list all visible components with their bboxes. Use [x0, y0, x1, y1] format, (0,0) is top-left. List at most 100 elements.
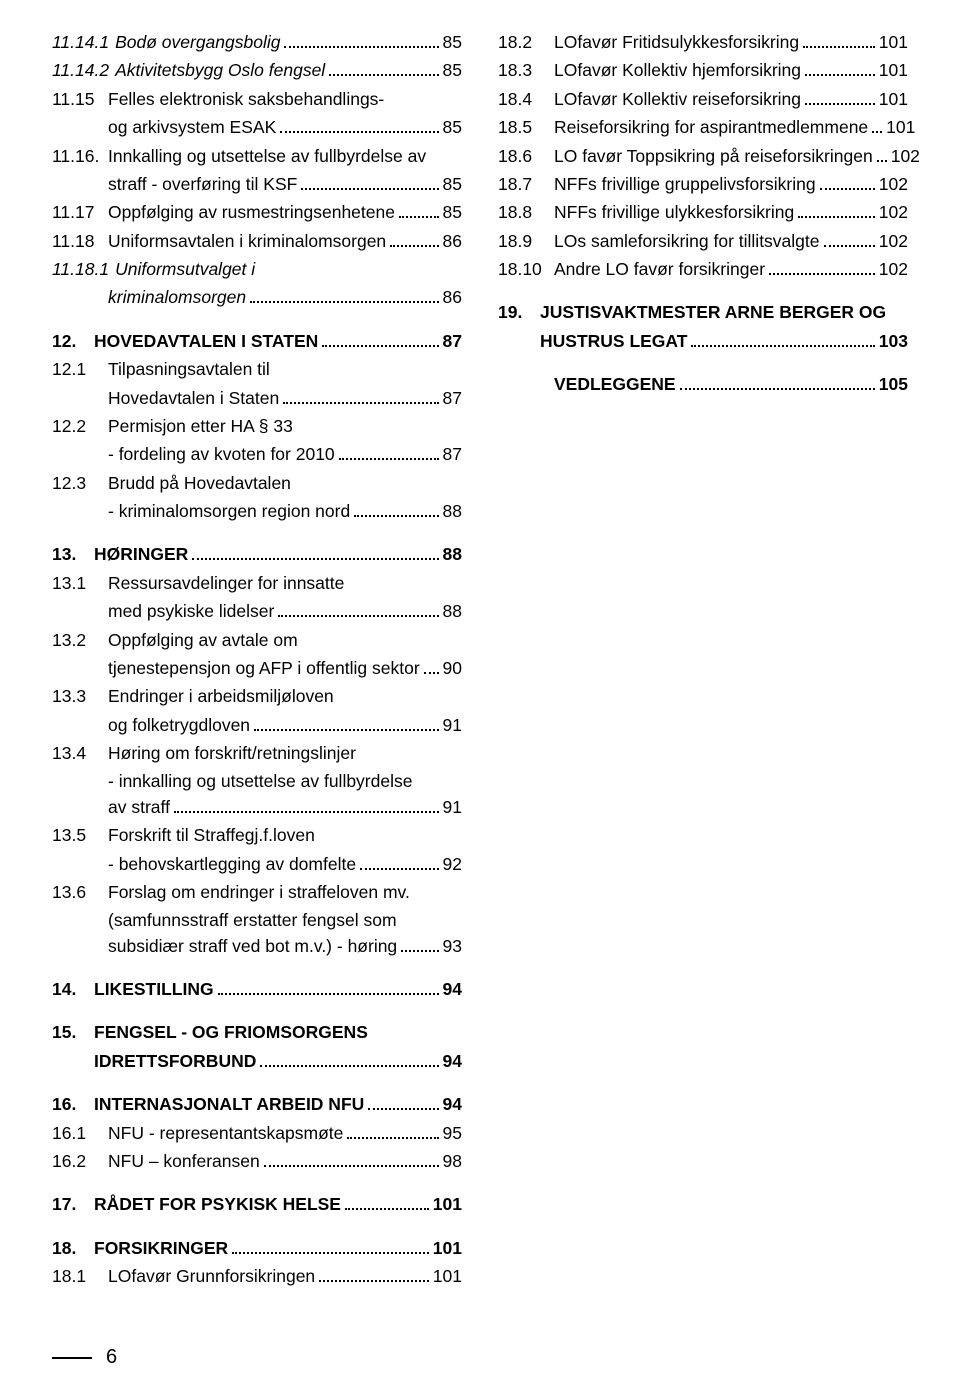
- toc-page-ref: 85: [443, 58, 462, 83]
- toc-page-ref: 94: [443, 977, 462, 1002]
- toc-page-ref: 88: [443, 542, 462, 567]
- toc-label: Uniformsavtalen i kriminalomsorgen: [108, 229, 386, 254]
- toc-leader-dots: [218, 979, 439, 995]
- toc-label: NFU - representantskapsmøte: [108, 1121, 343, 1146]
- toc-entry: 18.8NFFs frivillige ulykkesforsikring102: [498, 200, 908, 225]
- toc-leader-dots: [390, 231, 438, 247]
- toc-number: 15.: [52, 1020, 94, 1045]
- toc-page-ref: 85: [443, 115, 462, 140]
- toc-label: Permisjon etter HA § 33: [108, 414, 293, 439]
- toc-page-ref: 101: [886, 115, 915, 140]
- toc-number: 18.3: [498, 58, 554, 83]
- toc-leader-dots: [798, 203, 875, 219]
- toc-entry: 18.10Andre LO favør forsikringer102: [498, 257, 908, 282]
- toc-label: Forskrift til Straffegj.f.loven: [108, 823, 315, 848]
- toc-leader-dots: [260, 1051, 438, 1067]
- toc-leader-dots: [820, 174, 875, 190]
- toc-page-ref: 105: [879, 372, 908, 397]
- toc-number: 18.5: [498, 115, 554, 140]
- toc-entry: 12.1Tilpasningsavtalen til: [52, 357, 462, 382]
- toc-page-ref: 102: [891, 144, 920, 169]
- toc-label: LOfavør Kollektiv hjemforsikring: [554, 58, 801, 83]
- toc-number: 14.: [52, 977, 94, 1002]
- toc-leader-dots: [824, 231, 875, 247]
- toc-leader-dots: [347, 1123, 438, 1139]
- toc-entry-cont-final: og arkivsystem ESAK85: [52, 115, 462, 140]
- toc-label: LOfavør Kollektiv reiseforsikring: [554, 87, 801, 112]
- toc-label: JUSTISVAKTMESTER ARNE BERGER OG: [540, 300, 886, 325]
- toc-number: 16.2: [52, 1149, 108, 1174]
- toc-label: LOfavør Grunnforsikringen: [108, 1264, 315, 1289]
- toc-entry: 11.18.1Uniformsutvalget i: [52, 257, 462, 282]
- toc-label: INTERNASJONALT ARBEID NFU: [94, 1092, 364, 1117]
- toc-entry: 13.HØRINGER88: [52, 542, 462, 567]
- toc-entry: VEDLEGGENE105: [498, 372, 908, 397]
- toc-label: Bodø overgangsbolig: [115, 30, 280, 55]
- toc-leader-dots: [345, 1195, 429, 1211]
- toc-label: Endringer i arbeidsmiljøloven: [108, 684, 334, 709]
- toc-number: 18.1: [52, 1264, 108, 1289]
- toc-label: NFFs frivillige gruppelivsforsikring: [554, 172, 816, 197]
- toc-label: LO favør Toppsikring på reiseforsikringe…: [554, 144, 873, 169]
- toc-page-ref: 101: [433, 1236, 462, 1261]
- toc-entry-cont: (samfunnsstraff erstatter fengsel som: [52, 908, 462, 933]
- toc-label: LOfavør Fritidsulykkesforsikring: [554, 30, 799, 55]
- toc-page-ref: 88: [443, 499, 462, 524]
- toc-leader-dots: [232, 1238, 429, 1254]
- toc-leader-dots: [872, 117, 882, 133]
- toc-leader-dots: [339, 445, 439, 461]
- toc-number: 13.4: [52, 741, 108, 766]
- toc-entry: 18.3LOfavør Kollektiv hjemforsikring101: [498, 58, 908, 83]
- toc-page-ref: 88: [443, 599, 462, 624]
- toc-entry-cont-final: tjenestepensjon og AFP i offentlig sekto…: [52, 656, 462, 681]
- toc-number: 18.10: [498, 257, 554, 282]
- toc-entry: 12.2Permisjon etter HA § 33: [52, 414, 462, 439]
- toc-entry: 18.6LO favør Toppsikring på reiseforsikr…: [498, 144, 908, 169]
- toc-number: 18.8: [498, 200, 554, 225]
- toc-page-ref: 87: [443, 329, 462, 354]
- toc-page-ref: 102: [879, 172, 908, 197]
- page-footer: 6: [0, 1346, 960, 1399]
- toc-entry-cont-final: subsidiær straff ved bot m.v.) - høring9…: [52, 934, 462, 959]
- toc-leader-dots: [301, 174, 438, 190]
- toc-leader-dots: [769, 259, 875, 275]
- toc-entry: 18.5Reiseforsikring for aspirantmedlemme…: [498, 115, 908, 140]
- toc-entry-cont-final: med psykiske lidelser88: [52, 599, 462, 624]
- toc-entry: 11.18Uniformsavtalen i kriminalomsorgen8…: [52, 229, 462, 254]
- toc-label: HØRINGER: [94, 542, 188, 567]
- toc-leader-dots: [329, 61, 438, 77]
- toc-entry: 13.4Høring om forskrift/retningslinjer: [52, 741, 462, 766]
- toc-leader-dots: [360, 854, 438, 870]
- toc-number: 11.16.: [52, 144, 108, 169]
- toc-leader-dots: [319, 1266, 429, 1282]
- toc-number: 13.1: [52, 571, 108, 596]
- toc-page-ref: 95: [443, 1121, 462, 1146]
- toc-entry: 14.LIKESTILLING 94: [52, 977, 462, 1002]
- toc-leader-dots: [250, 288, 438, 304]
- footer-rule: [52, 1357, 92, 1359]
- toc-number: 13.3: [52, 684, 108, 709]
- toc-leader-dots: [401, 936, 438, 952]
- toc-page-ref: 85: [443, 200, 462, 225]
- toc-label: LIKESTILLING: [94, 977, 214, 1002]
- toc-page-ref: 103: [879, 329, 908, 354]
- toc-leader-dots: [254, 715, 438, 731]
- toc-page-ref: 92: [443, 852, 462, 877]
- toc-entry-cont-final: - kriminalomsorgen region nord88: [52, 499, 462, 524]
- toc-page-ref: 86: [443, 285, 462, 310]
- toc-leader-dots: [264, 1151, 439, 1167]
- toc-page: 11.14.1Bodø overgangsbolig8511.14.2Aktiv…: [0, 0, 960, 1322]
- toc-page-ref: 102: [879, 200, 908, 225]
- toc-leader-dots: [691, 331, 874, 347]
- toc-number: 18.6: [498, 144, 554, 169]
- toc-entry-cont: - innkalling og utsettelse av fullbyrdel…: [52, 769, 462, 794]
- toc-page-ref: 86: [443, 229, 462, 254]
- toc-entry: 15.FENGSEL - OG FRIOMSORGENS: [52, 1020, 462, 1045]
- toc-label: Brudd på Hovedavtalen: [108, 471, 291, 496]
- toc-entry: 17.RÅDET FOR PSYKISK HELSE101: [52, 1192, 462, 1217]
- toc-number: 18.2: [498, 30, 554, 55]
- toc-page-ref: 87: [443, 442, 462, 467]
- toc-number: 16.1: [52, 1121, 108, 1146]
- toc-label: FORSIKRINGER: [94, 1236, 228, 1261]
- toc-label: Aktivitetsbygg Oslo fengsel: [115, 58, 325, 83]
